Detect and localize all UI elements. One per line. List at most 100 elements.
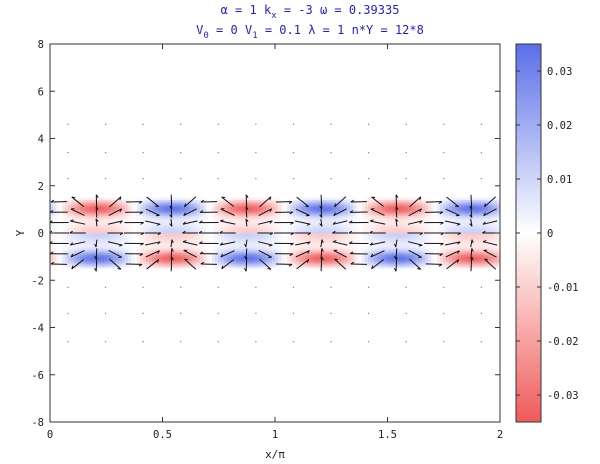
heatmap-cell	[116, 250, 120, 254]
heatmap-cell	[113, 236, 117, 239]
heatmap-cell	[272, 257, 276, 261]
heatmap-cell	[383, 256, 387, 259]
heatmap-cell	[176, 241, 180, 245]
heatmap-cell	[221, 247, 225, 250]
heatmap-cell	[59, 202, 63, 206]
heatmap-cell	[404, 234, 408, 238]
heatmap-cell	[278, 250, 282, 254]
heatmap-cell	[422, 211, 426, 215]
heatmap-cell	[62, 243, 66, 247]
heatmap-cell	[302, 206, 306, 209]
heatmap-cell	[146, 256, 150, 259]
heatmap-cell	[332, 236, 336, 239]
heatmap-cell	[158, 238, 162, 241]
heatmap-cell	[284, 202, 288, 206]
heatmap-cell	[266, 234, 270, 238]
heatmap-cell	[395, 247, 399, 250]
heatmap-cell	[344, 261, 348, 264]
heatmap-cell	[398, 264, 402, 268]
heatmap-cell	[365, 215, 369, 218]
heatmap-cell	[419, 259, 423, 262]
heatmap-cell	[278, 202, 282, 206]
heatmap-cell	[338, 197, 342, 200]
heatmap-cell	[200, 259, 204, 262]
heatmap-cell	[263, 259, 267, 262]
heatmap-cell	[263, 222, 267, 225]
heatmap-cell	[242, 224, 246, 227]
heatmap-cell	[116, 225, 120, 229]
heatmap-cell	[356, 250, 360, 254]
heatmap-cell	[392, 264, 396, 268]
heatmap-cell	[146, 238, 150, 241]
heatmap-cell	[140, 266, 144, 270]
heatmap-cell	[407, 217, 411, 220]
heatmap-cell	[335, 197, 339, 200]
heatmap-cell	[419, 254, 423, 257]
heatmap-cell	[317, 266, 321, 270]
heatmap-cell	[134, 204, 138, 208]
heatmap-cell	[206, 259, 210, 262]
heatmap-cell	[191, 229, 195, 232]
heatmap-cell	[125, 247, 129, 250]
heatmap-cell	[329, 248, 333, 252]
heatmap-cell	[275, 257, 279, 261]
heatmap-cell	[359, 250, 363, 254]
heatmap-cell	[242, 215, 246, 218]
heatmap-cell	[323, 248, 327, 252]
heatmap-cell	[131, 215, 135, 218]
heatmap-cell	[311, 218, 315, 222]
heatmap-cell	[62, 256, 66, 259]
heatmap-cell	[341, 234, 345, 238]
heatmap-cell	[146, 215, 150, 218]
heatmap-cell	[326, 225, 330, 229]
heatmap-cell	[401, 229, 405, 232]
heatmap-cell	[398, 224, 402, 227]
heatmap-cell	[305, 209, 309, 213]
heatmap-cell	[254, 245, 258, 248]
heatmap-cell	[101, 259, 105, 262]
heatmap-cell	[380, 208, 384, 211]
heatmap-cell	[227, 261, 231, 264]
heatmap-cell	[182, 245, 186, 248]
heatmap-cell	[71, 245, 75, 248]
heatmap-cell	[356, 227, 360, 231]
heatmap-cell	[92, 247, 96, 250]
heatmap-cell	[323, 247, 327, 250]
heatmap-cell	[92, 259, 96, 262]
heatmap-cell	[95, 225, 99, 229]
heatmap-cell	[68, 248, 72, 252]
heatmap-cell	[68, 241, 72, 245]
heatmap-cell	[398, 204, 402, 208]
heatmap-cell	[422, 241, 426, 245]
heatmap-cell	[89, 236, 93, 239]
heatmap-cell	[338, 247, 342, 250]
heatmap-cell	[71, 222, 75, 225]
heatmap-cell	[323, 217, 327, 220]
heatmap-cell	[377, 245, 381, 248]
heatmap-cell	[422, 261, 426, 264]
heatmap-cell	[98, 224, 102, 227]
heatmap-cell	[134, 201, 138, 204]
heatmap-cell	[119, 238, 123, 241]
heatmap-cell	[179, 250, 183, 254]
heatmap-cell	[62, 213, 66, 216]
heatmap-cell	[161, 209, 165, 213]
heatmap-cell	[257, 218, 261, 222]
heatmap-cell	[92, 199, 96, 202]
heatmap-cell	[263, 215, 267, 218]
heatmap-cell	[317, 264, 321, 268]
heatmap-cell	[311, 240, 315, 243]
heatmap-cell	[344, 199, 348, 202]
heatmap-cell	[179, 245, 183, 248]
heatmap-cell	[377, 247, 381, 250]
heatmap-cell	[167, 250, 171, 254]
heatmap-cell	[416, 261, 420, 264]
heatmap-cell	[365, 211, 369, 215]
heatmap-cell	[83, 227, 87, 231]
heatmap-cell	[86, 247, 90, 250]
heatmap-cell	[290, 206, 294, 209]
heatmap-cell	[380, 217, 384, 220]
heatmap-cell	[233, 220, 237, 223]
heatmap-cell	[251, 254, 255, 257]
heatmap-cell	[287, 245, 291, 248]
